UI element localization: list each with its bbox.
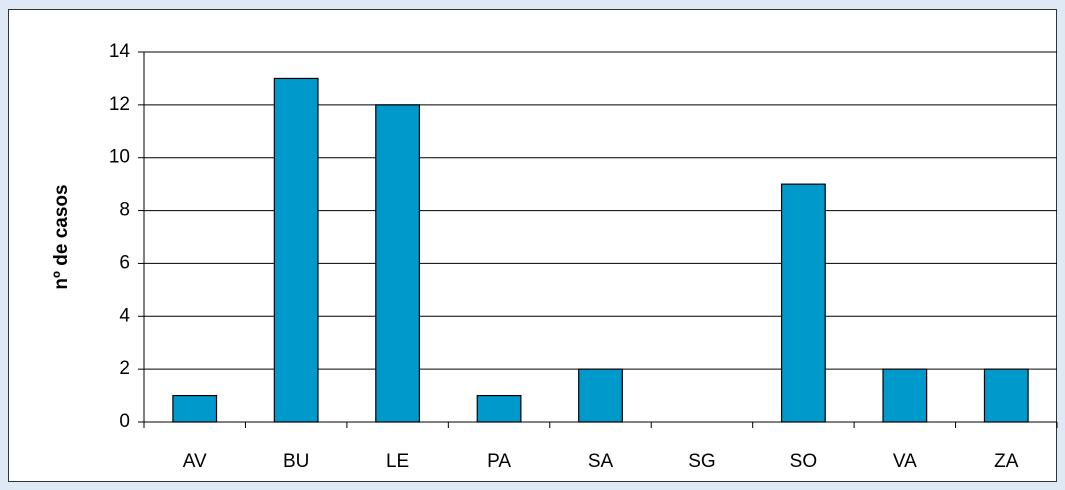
x-tick-label: PA: [487, 451, 511, 472]
bar: [882, 368, 928, 423]
bar: [375, 104, 421, 423]
x-tick-label: LE: [386, 451, 409, 472]
y-tick-label: 0: [119, 411, 130, 432]
x-tick-label: BU: [283, 451, 309, 472]
bar: [780, 183, 826, 423]
bar: [578, 368, 623, 423]
y-tick-label: 2: [119, 358, 130, 379]
x-tick-label: AV: [183, 451, 207, 472]
y-tick-label: 6: [119, 252, 130, 273]
bar: [172, 394, 218, 423]
x-tick-label: SO: [790, 451, 817, 472]
y-tick-label: 4: [119, 305, 130, 326]
y-tick-label: 12: [109, 94, 130, 115]
y-tick-label: 8: [119, 200, 130, 221]
y-tick-label: 10: [109, 147, 130, 168]
bar: [476, 394, 522, 423]
bar: [273, 77, 319, 423]
x-tick-label: SA: [588, 451, 614, 472]
x-tick-label: VA: [893, 451, 917, 472]
y-tick-label: 14: [109, 41, 131, 62]
bar: [983, 368, 1029, 423]
x-tick-label: ZA: [994, 451, 1019, 472]
y-axis-label: nº de casos: [51, 184, 72, 289]
x-tick-label: SG: [688, 451, 715, 472]
